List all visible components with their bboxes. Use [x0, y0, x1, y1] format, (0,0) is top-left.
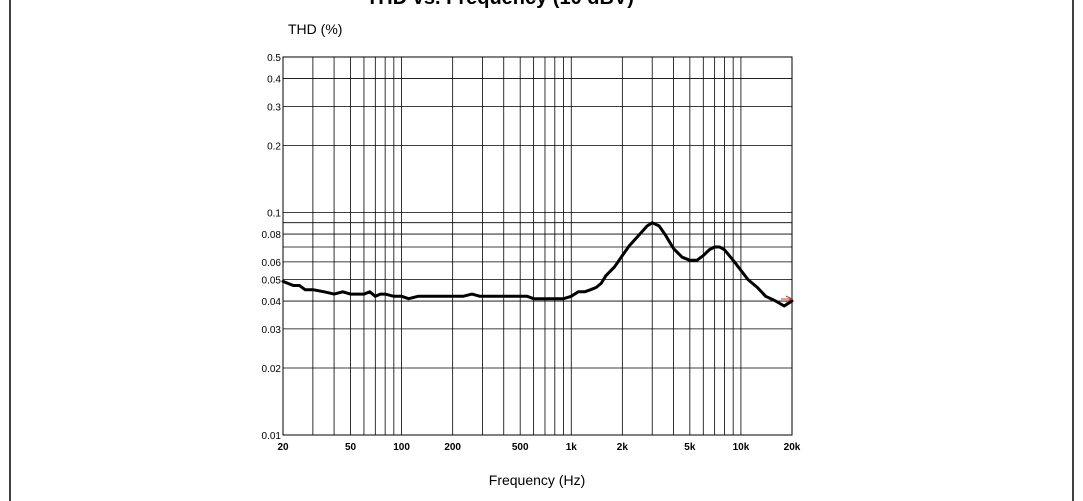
- y-axis-label: THD (%): [288, 21, 342, 37]
- x-tick-label: 50: [345, 442, 357, 453]
- x-tick-label: 20k: [784, 442, 801, 453]
- chart-title: THD vs. Frequency (10 dBV): [366, 0, 634, 9]
- y-tick-label: 0.3: [267, 102, 281, 113]
- x-tick-label: 5k: [684, 442, 696, 453]
- x-axis-label: Frequency (Hz): [489, 472, 585, 488]
- x-tick-label: 2k: [617, 442, 629, 453]
- y-tick-label: 0.03: [262, 325, 282, 336]
- y-tick-label: 0.5: [267, 53, 281, 64]
- y-tick-label: 0.06: [262, 258, 282, 269]
- y-tick-label: 0.02: [262, 364, 282, 375]
- y-tick-labels: 0.01 0.02 0.03 0.04 0.05 0.06 0.08 0.1 0.2 0.3 0.4…: [262, 53, 282, 442]
- y-tick-label: 0.01: [262, 431, 282, 442]
- x-tick-label: 10k: [733, 442, 750, 453]
- plot-area: [282, 56, 793, 436]
- x-tick-label: 500: [512, 442, 529, 453]
- x-tick-labels: 20 50 100 200 500 1k 2k 5k 10k 20k: [277, 442, 800, 453]
- y-tick-label: 0.08: [262, 230, 282, 241]
- y-tick-label: 0.05: [262, 275, 282, 286]
- y-tick-label: 0.4: [267, 75, 281, 86]
- x-tick-label: 20: [277, 442, 289, 453]
- series-layer: [281, 221, 794, 308]
- x-tick-label: 200: [444, 442, 461, 453]
- y-tick-label: 0.1: [267, 209, 281, 220]
- end-marker: [781, 295, 794, 303]
- x-tick-label: 100: [393, 442, 410, 453]
- series-line-thd: [281, 221, 794, 308]
- x-tick-label: 1k: [566, 442, 578, 453]
- y-tick-label: 0.04: [262, 297, 282, 308]
- y-tick-label: 0.2: [267, 142, 281, 153]
